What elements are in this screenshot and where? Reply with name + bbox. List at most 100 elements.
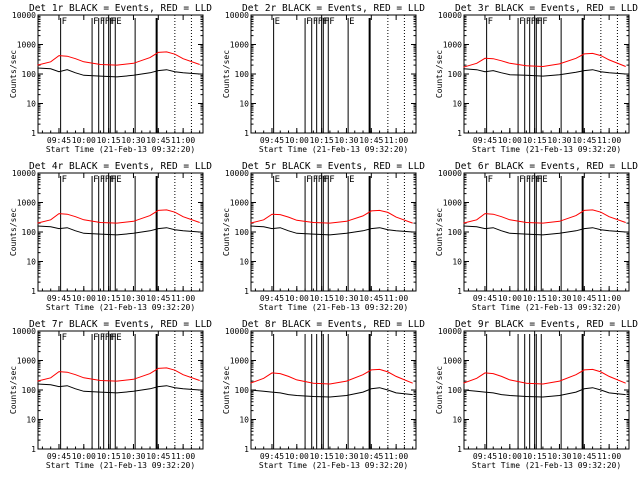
x-tick-label: 09:45 — [260, 452, 284, 461]
y-tick-label: 10 — [452, 258, 462, 267]
x-axis-label: Start Time (21-Feb-13 09:32:20) — [259, 303, 408, 312]
flag-letter: F — [313, 17, 318, 27]
x-tick-label: 10:15 — [310, 452, 334, 461]
flag-letter: E — [116, 175, 121, 185]
x-tick-label: 09:45 — [473, 294, 497, 303]
y-tick-label: 100 — [448, 70, 463, 79]
y-tick-label: 10000 — [225, 169, 249, 178]
x-tick-label: 09:45 — [47, 452, 71, 461]
flag-letter: F — [306, 175, 311, 185]
flag-letter: F — [100, 17, 105, 27]
x-tick-label: 11:00 — [384, 294, 408, 303]
y-tick-label: 10 — [452, 100, 462, 109]
y-axis-label: Counts/sec — [435, 366, 444, 414]
series-lld-line — [463, 368, 626, 385]
plot-frame — [37, 172, 204, 292]
x-tick-label: 10:45 — [146, 136, 170, 145]
series-lld-line — [37, 209, 200, 224]
panel-3: Det 3r BLACK = Events, RED = LLD 1 10 100 10… — [435, 3, 638, 154]
plot-frame — [250, 330, 417, 450]
flag-letter: F — [536, 175, 541, 185]
flag-letter: F — [519, 17, 524, 27]
panel-title: Det 4r BLACK = Events, RED = LLD — [29, 161, 212, 172]
x-tick-label: 10:00 — [498, 452, 522, 461]
x-tick-label: 10:00 — [72, 452, 96, 461]
x-tick-label: 10:30 — [334, 452, 358, 461]
flag-letter: F — [105, 17, 110, 27]
y-tick-label: 100 — [22, 228, 37, 237]
flag-letter: F — [110, 175, 115, 185]
y-tick-label: 1 — [31, 129, 36, 138]
flag-letter: F — [519, 175, 524, 185]
flag-letter: F — [329, 17, 334, 27]
y-tick-label: 1000 — [17, 199, 36, 208]
x-tick-label: 10:00 — [72, 136, 96, 145]
flag-letter: E — [349, 175, 354, 185]
x-tick-label: 10:00 — [498, 136, 522, 145]
flag-letter: F — [110, 333, 115, 343]
x-tick-label: 10:15 — [310, 294, 334, 303]
panel-title: Det 8r BLACK = Events, RED = LLD — [242, 319, 425, 330]
y-tick-label: 100 — [235, 70, 250, 79]
x-axis-label: Start Time (21-Feb-13 09:32:20) — [472, 303, 621, 312]
y-tick-label: 10 — [239, 416, 249, 425]
plot-frame — [250, 172, 417, 292]
series-events-line — [250, 387, 413, 398]
y-tick-label: 1 — [457, 445, 462, 454]
y-tick-label: 1000 — [17, 41, 36, 50]
flag-letter: F — [105, 333, 110, 343]
x-axis-label: Start Time (21-Feb-13 09:32:20) — [46, 303, 195, 312]
x-tick-label: 10:30 — [334, 294, 358, 303]
flag-letter: E — [275, 175, 280, 185]
flag-letter: F — [313, 175, 318, 185]
plot-frame — [250, 14, 417, 134]
y-axis-label: Counts/sec — [435, 208, 444, 256]
flag-letter: F — [306, 17, 311, 27]
flag-letter: F — [93, 17, 98, 27]
x-tick-label: 10:15 — [523, 452, 547, 461]
y-tick-label: 100 — [22, 70, 37, 79]
flag-letter: E — [116, 17, 121, 27]
y-tick-label: 100 — [448, 386, 463, 395]
series-lld-line — [37, 367, 200, 382]
x-tick-label: 11:00 — [384, 452, 408, 461]
flag-letter: F — [329, 175, 334, 185]
x-tick-label: 10:00 — [285, 136, 309, 145]
flag-letter: F — [111, 333, 116, 343]
y-tick-label: 1000 — [443, 357, 462, 366]
y-tick-label: 100 — [235, 386, 250, 395]
series-lld-line — [250, 368, 413, 385]
y-axis-label: Counts/sec — [9, 50, 18, 98]
series-events-line — [37, 225, 200, 236]
flag-letter: F — [100, 175, 105, 185]
x-axis-label: Start Time (21-Feb-13 09:32:20) — [46, 461, 195, 470]
flag-letter: F — [110, 17, 115, 27]
y-tick-label: 10000 — [438, 169, 462, 178]
flag-letter: F — [93, 175, 98, 185]
y-tick-label: 10000 — [225, 327, 249, 336]
y-tick-label: 1 — [457, 287, 462, 296]
x-axis-label: Start Time (21-Feb-13 09:32:20) — [259, 461, 408, 470]
y-tick-label: 10000 — [12, 169, 36, 178]
flag-letter: F — [111, 17, 116, 27]
flag-letter: F — [93, 333, 98, 343]
flag-letter: F — [488, 17, 493, 27]
y-tick-label: 10000 — [438, 11, 462, 20]
x-tick-label: 10:45 — [146, 294, 170, 303]
panel-7: Det 7r BLACK = Events, RED = LLD 1 10 100 10… — [9, 319, 212, 470]
x-tick-label: 11:00 — [597, 136, 621, 145]
flag-letter: E — [275, 17, 280, 27]
y-tick-label: 1 — [244, 129, 249, 138]
y-tick-label: 100 — [448, 228, 463, 237]
flag-letter: F — [526, 17, 531, 27]
series-lld-line — [250, 209, 413, 224]
flag-letter: F — [488, 175, 493, 185]
x-axis-label: Start Time (21-Feb-13 09:32:20) — [259, 145, 408, 154]
x-tick-label: 10:30 — [547, 294, 571, 303]
panel-title: Det 6r BLACK = Events, RED = LLD — [455, 161, 638, 172]
plot-frame — [463, 330, 630, 450]
x-tick-label: 10:00 — [72, 294, 96, 303]
series-lld-line — [463, 209, 626, 224]
flag-letter: E — [542, 175, 547, 185]
